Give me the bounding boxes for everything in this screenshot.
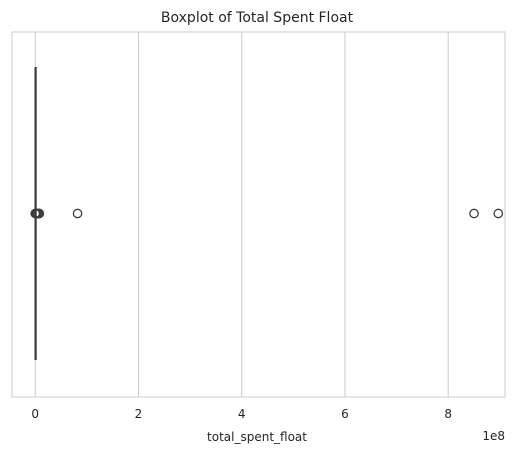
outlier-point-8 <box>469 208 479 219</box>
x-axis-label: total_spent_float <box>207 430 307 444</box>
x-tick-label-2: 4 <box>238 407 246 421</box>
chart-title: Boxplot of Total Spent Float <box>161 10 354 26</box>
outlier-point-7 <box>72 208 83 219</box>
x-tick-label-1: 2 <box>135 407 143 421</box>
x-tick-labels: 0 2 4 6 8 <box>31 407 452 421</box>
outlier-point-9 <box>493 208 504 219</box>
x-tick-label-0: 0 <box>31 407 39 421</box>
x-tick-label-4: 8 <box>444 407 452 421</box>
x-tick-label-3: 6 <box>341 407 349 421</box>
grid-lines <box>34 32 449 397</box>
outlier-point-6 <box>34 208 45 219</box>
plot-frame <box>11 31 506 398</box>
outlier-points <box>30 208 504 219</box>
x-offset-label: 1e8 <box>482 429 505 443</box>
